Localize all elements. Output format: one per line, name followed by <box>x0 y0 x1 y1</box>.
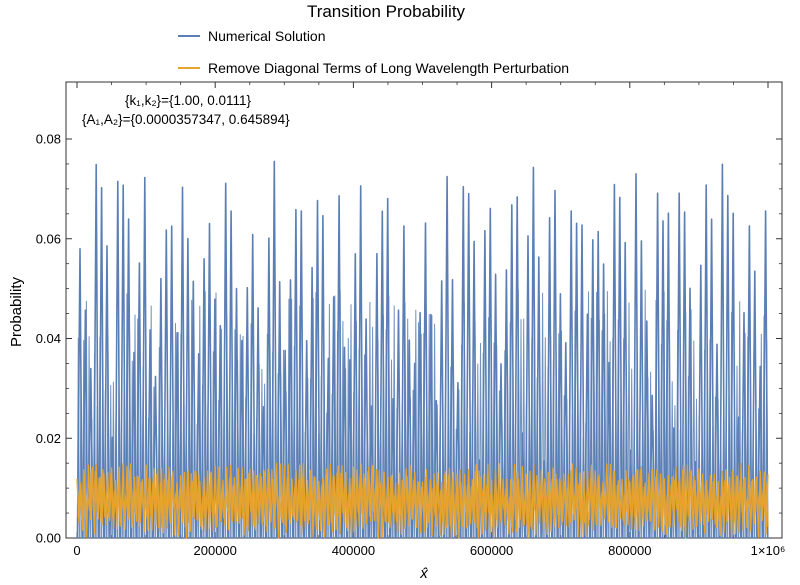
plot-area: 0.00 0.02 0.04 0.06 0.08 0 200000 400000 600000 8… <box>36 81 786 558</box>
legend-label-remove-diagonal: Remove Diagonal Terms of Long Wavelength… <box>208 60 569 76</box>
y-tick-label: 0.00 <box>36 531 61 546</box>
plot-frame <box>65 81 783 539</box>
y-tick-label: 0.02 <box>36 431 61 446</box>
x-tick-label: 0 <box>73 543 80 558</box>
series-numerical-solution <box>76 160 769 539</box>
annotation-a: {A₁,A₂}={0.0000357347, 0.645894} <box>82 112 290 127</box>
series-remove-diagonal-terms-dense <box>77 468 769 529</box>
legend-label-numerical: Numerical Solution <box>208 28 326 44</box>
x-tick-label: 600000 <box>470 543 513 558</box>
y-axis-label: Probability <box>8 276 25 347</box>
legend-item-numerical: Numerical Solution <box>178 28 326 44</box>
legend: Numerical Solution Remove Diagonal Terms… <box>178 28 569 76</box>
x-tick-label: 800000 <box>608 543 651 558</box>
annotation-k: {k₁,k₂}={1.00, 0.0111} <box>125 93 252 108</box>
chart-title: Transition Probability <box>307 2 466 21</box>
x-tick-label: 400000 <box>332 543 375 558</box>
y-tick-label: 0.08 <box>36 132 61 147</box>
y-tick-label: 0.06 <box>36 231 61 246</box>
x-tick-label: 1×10⁶ <box>751 543 786 558</box>
x-axis-label: x̂ <box>419 565 428 582</box>
series-numerical-solution-dense <box>76 289 769 539</box>
x-tick-label: 200000 <box>194 543 237 558</box>
legend-item-remove-diagonal: Remove Diagonal Terms of Long Wavelength… <box>178 60 569 76</box>
y-tick-label: 0.04 <box>36 331 61 346</box>
